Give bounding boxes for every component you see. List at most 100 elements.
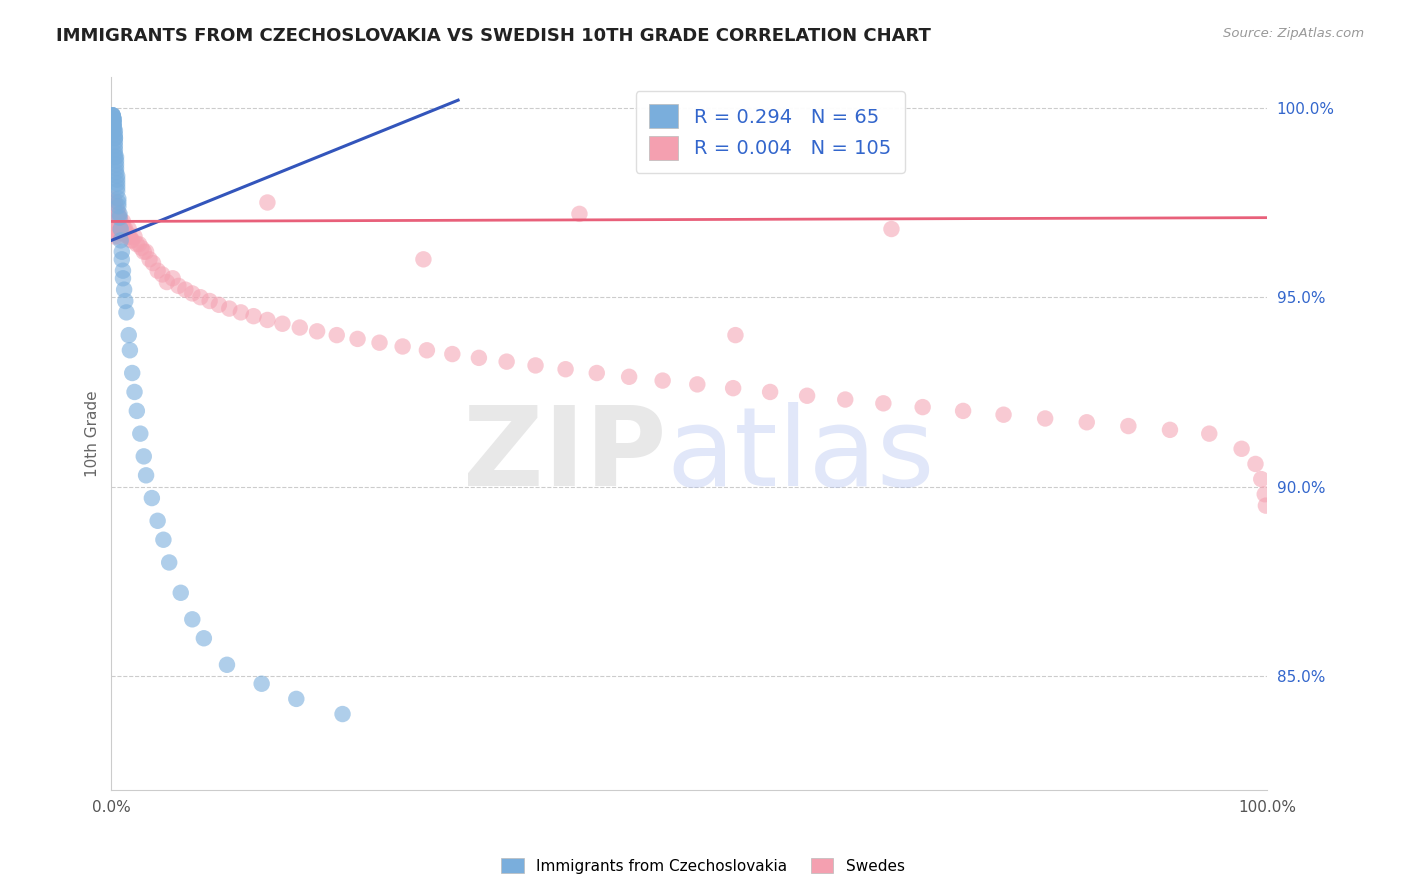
- Point: [114, 222, 136, 236]
- Point: [112, 283, 135, 297]
- Point: [118, 229, 141, 244]
- Point: [952, 404, 974, 418]
- Point: [412, 252, 434, 267]
- Point: [103, 112, 125, 127]
- Point: [107, 229, 129, 244]
- Point: [104, 131, 127, 145]
- Point: [911, 400, 934, 414]
- Point: [146, 263, 169, 277]
- Point: [1254, 487, 1277, 501]
- Point: [326, 328, 349, 343]
- Point: [129, 426, 152, 441]
- Point: [132, 450, 155, 464]
- Point: [110, 214, 132, 228]
- Point: [104, 143, 127, 157]
- Point: [104, 138, 127, 153]
- Point: [103, 123, 125, 137]
- Point: [229, 305, 252, 319]
- Point: [103, 116, 125, 130]
- Point: [103, 192, 125, 206]
- Point: [131, 241, 153, 255]
- Point: [111, 244, 134, 259]
- Point: [101, 112, 124, 127]
- Point: [107, 199, 129, 213]
- Point: [111, 271, 134, 285]
- Point: [872, 396, 894, 410]
- Point: [157, 556, 180, 570]
- Point: [167, 278, 190, 293]
- Point: [104, 150, 127, 164]
- Point: [1254, 499, 1277, 513]
- Point: [190, 290, 212, 304]
- Point: [152, 533, 174, 547]
- Point: [193, 632, 215, 646]
- Point: [115, 226, 138, 240]
- Point: [118, 229, 141, 244]
- Point: [146, 514, 169, 528]
- Point: [256, 313, 278, 327]
- Point: [107, 222, 129, 236]
- Point: [101, 108, 124, 122]
- Point: [110, 222, 132, 236]
- Point: [993, 408, 1015, 422]
- Point: [105, 177, 128, 191]
- Point: [132, 244, 155, 259]
- Point: [105, 153, 128, 168]
- Point: [104, 131, 127, 145]
- Point: [117, 229, 139, 244]
- Y-axis label: 10th Grade: 10th Grade: [86, 391, 100, 477]
- Point: [104, 229, 127, 244]
- Point: [834, 392, 856, 407]
- Point: [118, 328, 141, 343]
- Point: [105, 165, 128, 179]
- Point: [107, 214, 129, 228]
- Point: [162, 271, 184, 285]
- Point: [288, 320, 311, 334]
- Point: [105, 218, 128, 232]
- Point: [391, 339, 413, 353]
- Point: [115, 305, 138, 319]
- Text: atlas: atlas: [666, 401, 935, 508]
- Point: [107, 207, 129, 221]
- Point: [107, 195, 129, 210]
- Point: [108, 211, 131, 225]
- Point: [142, 256, 165, 270]
- Point: [111, 222, 134, 236]
- Point: [104, 135, 127, 149]
- Point: [585, 366, 607, 380]
- Point: [103, 116, 125, 130]
- Point: [105, 226, 128, 240]
- Point: [105, 173, 128, 187]
- Point: [101, 195, 124, 210]
- Point: [554, 362, 576, 376]
- Point: [111, 263, 134, 277]
- Point: [101, 108, 124, 122]
- Point: [110, 233, 132, 247]
- Point: [135, 244, 157, 259]
- Point: [242, 309, 264, 323]
- Point: [170, 586, 193, 600]
- Point: [124, 229, 146, 244]
- Point: [215, 657, 238, 672]
- Point: [416, 343, 439, 358]
- Point: [108, 207, 131, 221]
- Point: [121, 366, 143, 380]
- Point: [468, 351, 491, 365]
- Point: [1244, 457, 1267, 471]
- Point: [103, 112, 125, 127]
- Point: [156, 275, 179, 289]
- Point: [105, 222, 128, 236]
- Point: [105, 199, 128, 213]
- Point: [198, 293, 221, 308]
- Point: [721, 381, 744, 395]
- Point: [110, 222, 132, 236]
- Point: [101, 108, 124, 122]
- Point: [307, 324, 329, 338]
- Point: [103, 120, 125, 134]
- Point: [181, 286, 204, 301]
- Point: [118, 222, 141, 236]
- Point: [101, 203, 124, 218]
- Point: [103, 120, 125, 134]
- Point: [124, 384, 146, 399]
- Point: [617, 369, 640, 384]
